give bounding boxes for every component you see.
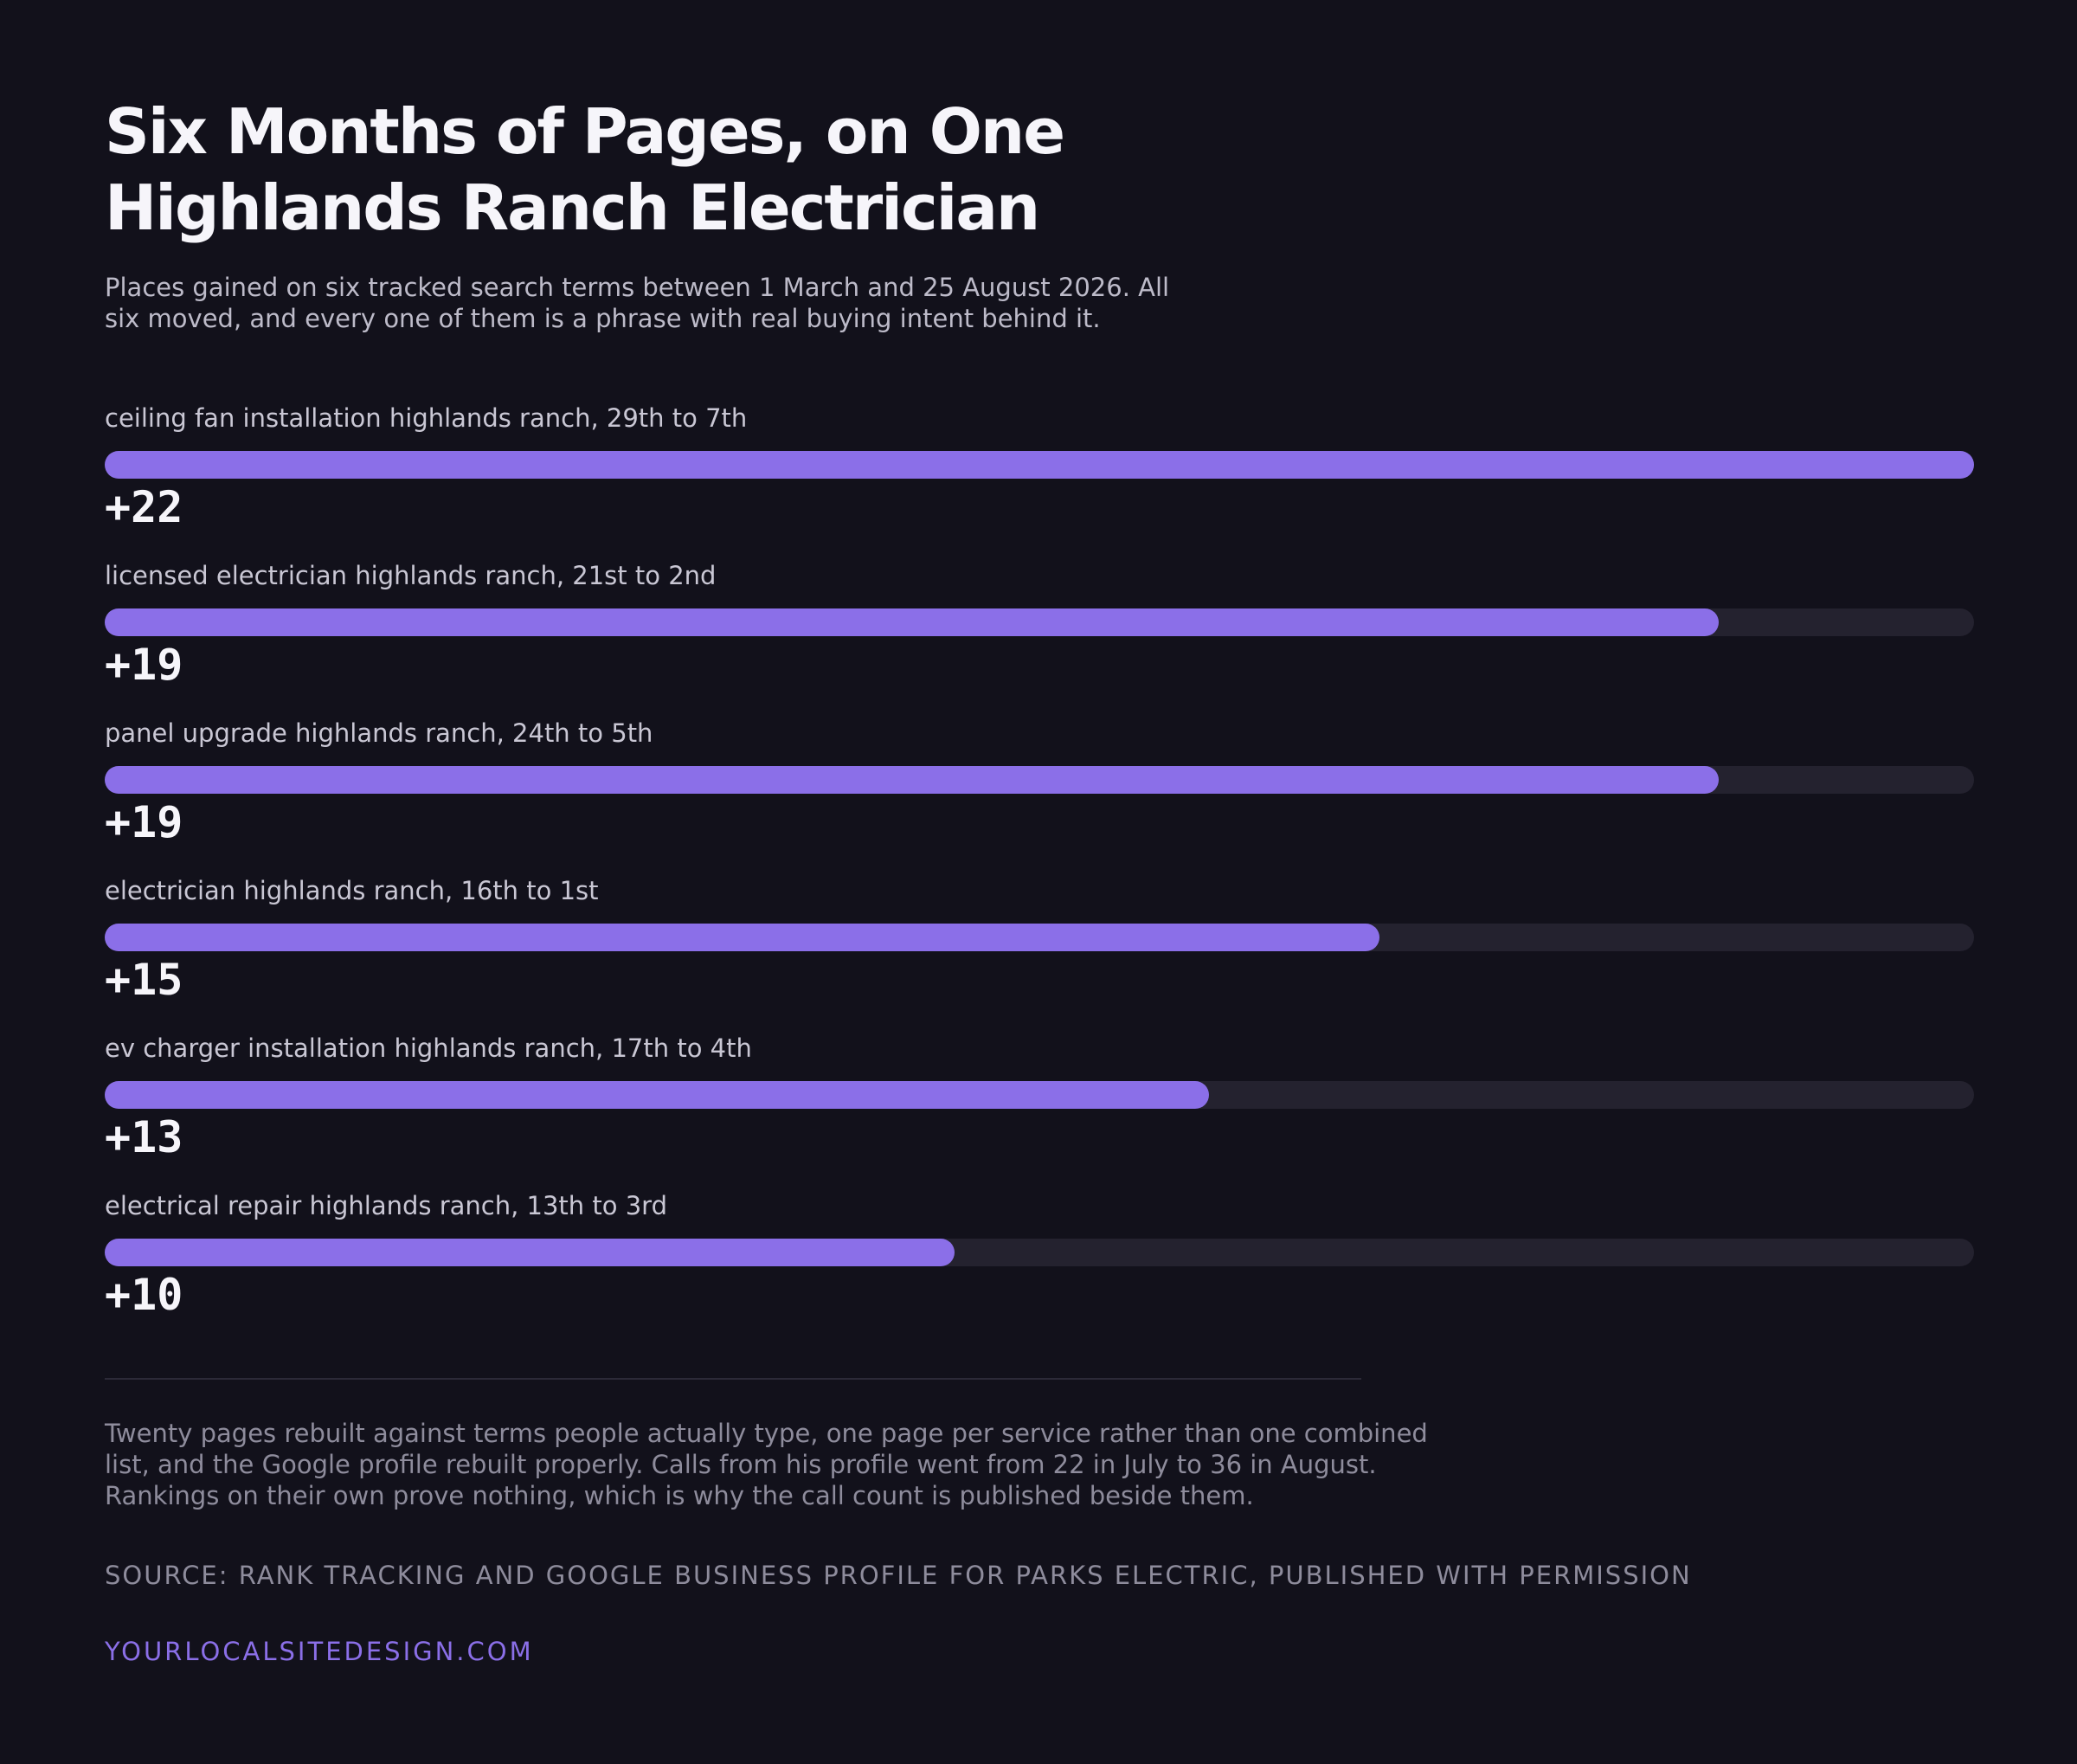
bar-label: electrician highlands ranch, 16th to 1st [105, 876, 599, 905]
bar-row: ev charger installation highlands ranch,… [105, 1024, 1974, 1181]
bar-label: ceiling fan installation highlands ranch… [105, 403, 748, 433]
chart-title: Six Months of Pages, on One Highlands Ra… [105, 95, 1065, 244]
bar-track [105, 924, 1974, 951]
bar-value-label: +15 [105, 955, 183, 1005]
footnote: Twenty pages rebuilt against terms peopl… [105, 1419, 1428, 1510]
bar-row: electrician highlands ranch, 16th to 1st… [105, 866, 1974, 1024]
bar-label: panel upgrade highlands ranch, 24th to 5… [105, 718, 653, 748]
bar-value-label: +10 [105, 1270, 183, 1320]
bar-chart: ceiling fan installation highlands ranch… [105, 394, 1974, 1329]
chart-subtitle: Places gained on six tracked search term… [105, 273, 1170, 333]
bar-value-label: +19 [105, 640, 183, 690]
bar-value-label: +19 [105, 797, 183, 847]
bar-label: licensed electrician highlands ranch, 21… [105, 561, 717, 590]
bar-track [105, 1239, 1974, 1266]
bar-row: electrical repair highlands ranch, 13th … [105, 1181, 1974, 1339]
bar [105, 1081, 1209, 1109]
bar [105, 608, 1719, 636]
chart-page: Six Months of Pages, on One Highlands Ra… [105, 0, 1974, 1764]
bar [105, 924, 1379, 951]
bar-label: electrical repair highlands ranch, 13th … [105, 1191, 668, 1220]
bar [105, 1239, 955, 1266]
bar [105, 451, 1974, 479]
bar-row: ceiling fan installation highlands ranch… [105, 394, 1974, 551]
source-note: SOURCE: RANK TRACKING AND GOOGLE BUSINES… [105, 1561, 1692, 1590]
bar-value-label: +22 [105, 482, 183, 532]
bar-track [105, 451, 1974, 479]
bar-value-label: +13 [105, 1112, 183, 1162]
bar-label: ev charger installation highlands ranch,… [105, 1033, 752, 1063]
bar-row: panel upgrade highlands ranch, 24th to 5… [105, 709, 1974, 866]
brand-link[interactable]: YOURLOCALSITEDESIGN.COM [105, 1637, 534, 1666]
bar-track [105, 766, 1974, 794]
bar-row: licensed electrician highlands ranch, 21… [105, 551, 1974, 709]
bar [105, 766, 1719, 794]
bar-track [105, 1081, 1974, 1109]
bar-track [105, 608, 1974, 636]
divider [105, 1378, 1361, 1380]
